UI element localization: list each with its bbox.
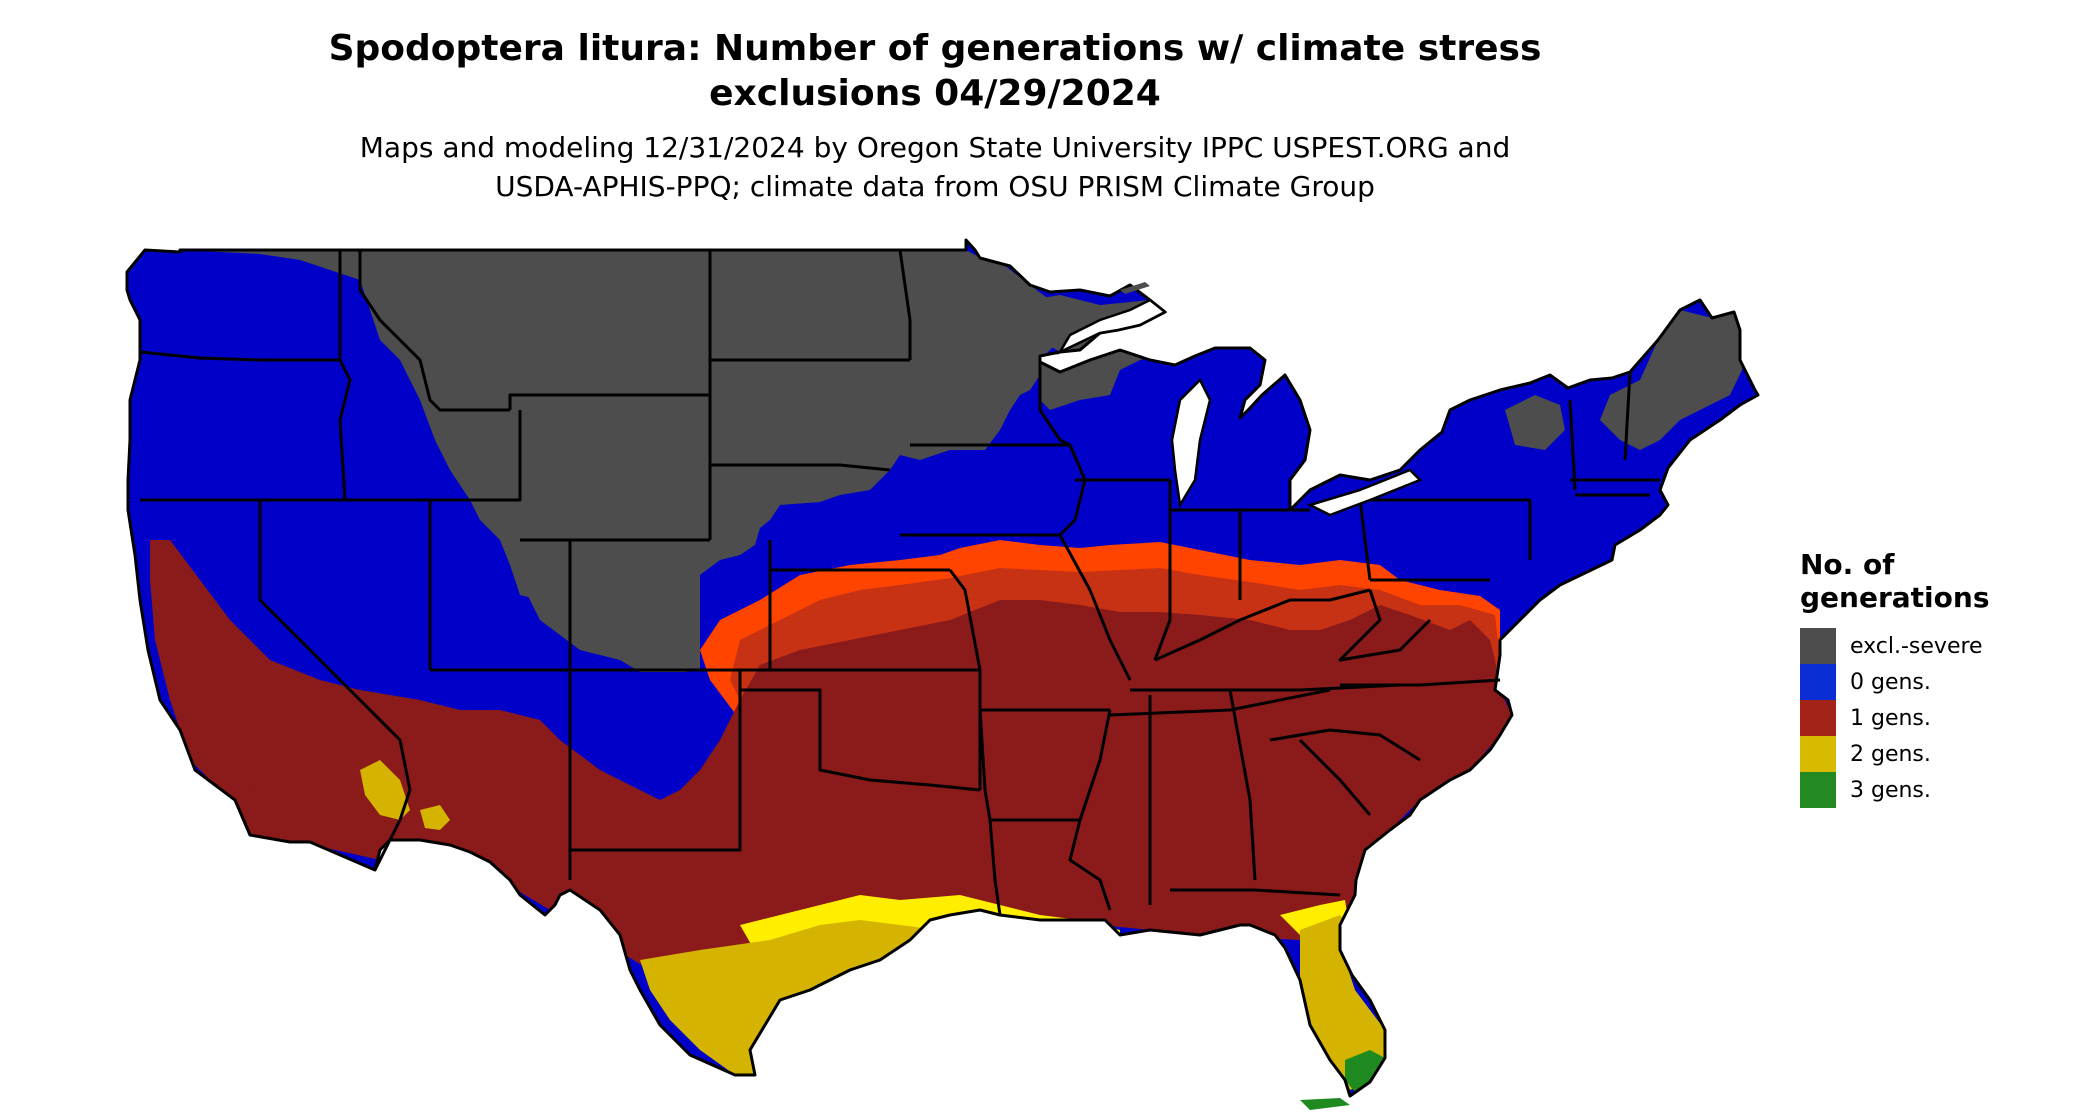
- legend-item-excl-severe: excl.-severe: [1800, 628, 2060, 664]
- border-id-west: [338, 250, 352, 501]
- legend-swatch-0-gens: [1800, 664, 1836, 700]
- legend-item-0-gens: 0 gens.: [1800, 664, 2060, 700]
- isle-royale: [1120, 282, 1150, 294]
- legend-swatch-excl-severe: [1800, 628, 1836, 664]
- zone-two-gens-florida: [1300, 915, 1385, 1090]
- us-outline: [125, 238, 1760, 1098]
- zone-three-gens: [1345, 1050, 1385, 1092]
- zone-two-gens-arizona: [360, 760, 410, 820]
- border-al-ga: [1228, 689, 1257, 881]
- border-fl-north: [1170, 888, 1341, 897]
- legend-label-2-gens: 2 gens.: [1850, 741, 1931, 767]
- border-id-mt: [358, 250, 510, 412]
- border-ga-sc: [1298, 738, 1372, 816]
- legend-title-line-2: generations: [1800, 581, 1990, 614]
- border-ok-tx: [740, 688, 981, 792]
- border-la-west: [988, 819, 1002, 916]
- border-ky-tn: [1130, 683, 1401, 692]
- lake-michigan: [1170, 377, 1212, 509]
- legend-label-0-gens: 0 gens.: [1850, 669, 1931, 695]
- legend-label-3-gens: 3 gens.: [1850, 777, 1931, 803]
- border-nh-me: [1623, 371, 1632, 461]
- border-ca-nv: [258, 500, 412, 821]
- zone-excl-severe-northeast: [1600, 310, 1742, 450]
- lake-erie: [1306, 468, 1423, 517]
- border-wv: [1338, 589, 1432, 662]
- page-subtitle-line-1: Maps and modeling 12/31/2024 by Oregon S…: [359, 131, 1511, 164]
- page-title-line-1: Spodoptera litura: Number of generations…: [328, 28, 1542, 69]
- generation-zones: [127, 240, 1758, 1096]
- border-sd-ne: [710, 463, 891, 472]
- border-nd-mn: [898, 249, 912, 360]
- page-title: Spodoptera litura: Number of generations…: [290, 26, 1580, 116]
- border-il-mo: [1058, 534, 1132, 681]
- zone-two-gens-arizona-2: [420, 805, 450, 830]
- border-wa-or: [139, 350, 340, 362]
- legend-title-line-1: No. of: [1800, 548, 1895, 581]
- legend-swatch-3-gens: [1800, 772, 1836, 808]
- zone-zero-gens-southwest: [400, 670, 700, 800]
- legend-title: No. of generations: [1800, 548, 2060, 614]
- legend-swatch-2-gens: [1800, 736, 1836, 772]
- legend-label-1-gens: 1 gens.: [1850, 705, 1931, 731]
- border-ia-east: [1058, 444, 1087, 537]
- border-oh-pa: [1358, 499, 1372, 581]
- border-ny-vt: [1568, 399, 1577, 491]
- border-id-ut-wy: [430, 410, 522, 502]
- channel-islands: [245, 778, 278, 788]
- islands: [245, 282, 1350, 1110]
- zone-zero-gens-great-basin: [250, 500, 420, 680]
- legend-item-1-gens: 1 gens.: [1800, 700, 2060, 736]
- zone-excl-severe-plains: [180, 250, 1070, 672]
- border-az-ca: [373, 819, 402, 871]
- border-ar-east: [1078, 709, 1112, 821]
- florida-keys: [1300, 1098, 1350, 1110]
- border-ky-north: [1154, 588, 1371, 662]
- great-lakes: [1056, 298, 1423, 517]
- page-title-line-2: exclusions 04/29/2024: [709, 73, 1161, 114]
- legend-label-excl-severe: excl.-severe: [1850, 633, 1983, 659]
- border-nc-sc: [1269, 728, 1421, 762]
- lake-superior-edge: [1056, 298, 1168, 355]
- legend-item-2-gens: 2 gens.: [1800, 736, 2060, 772]
- legend-item-3-gens: 3 gens.: [1800, 772, 2060, 808]
- border-ms-la: [1068, 819, 1112, 911]
- page-subtitle: Maps and modeling 12/31/2024 by Oregon S…: [290, 128, 1580, 206]
- legend: No. of generations excl.-severe 0 gens. …: [1800, 548, 2060, 808]
- border-ar-west: [978, 709, 992, 821]
- zone-excl-severe-sw: [510, 540, 640, 660]
- border-mt-wy: [508, 393, 710, 410]
- border-il-in: [1153, 480, 1172, 661]
- border-nm-east: [640, 670, 742, 852]
- zone-excl-severe-adirondacks: [1505, 395, 1565, 450]
- border-tn-ms: [1109, 688, 1331, 717]
- page-subtitle-line-2: USDA-APHIS-PPQ; climate data from OSU PR…: [495, 170, 1375, 203]
- border-mn-wi: [1038, 362, 1071, 447]
- border-va-nc: [1340, 678, 1501, 687]
- zone-one-gens: [150, 540, 1512, 1000]
- state-borders: [125, 238, 1760, 1098]
- legend-swatch-1-gens: [1800, 700, 1836, 736]
